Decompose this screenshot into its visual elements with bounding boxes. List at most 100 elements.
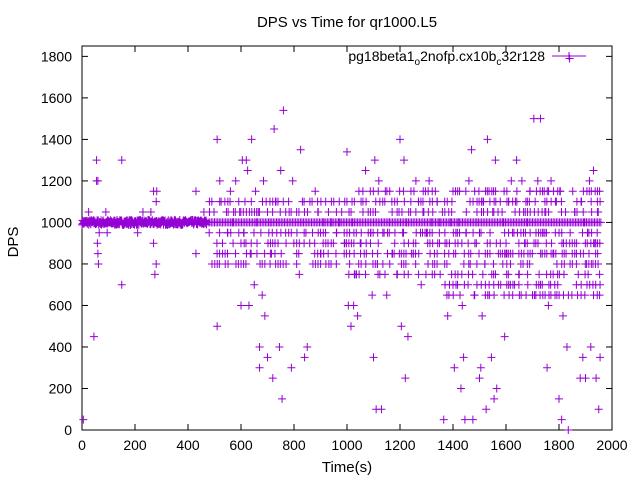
data-point bbox=[251, 187, 260, 196]
data-point bbox=[279, 106, 288, 115]
data-point bbox=[349, 301, 358, 310]
data-point bbox=[593, 249, 602, 258]
data-point bbox=[404, 270, 413, 279]
data-point bbox=[319, 218, 328, 227]
data-point bbox=[94, 259, 103, 268]
data-point bbox=[252, 249, 261, 258]
data-point bbox=[574, 270, 583, 279]
data-point bbox=[512, 197, 521, 206]
data-point bbox=[435, 218, 444, 227]
data-point bbox=[441, 239, 450, 248]
y-tick-label: 200 bbox=[49, 380, 73, 396]
data-point bbox=[595, 270, 604, 279]
data-point bbox=[250, 280, 259, 289]
data-point bbox=[491, 156, 500, 165]
data-point bbox=[224, 259, 233, 268]
data-point bbox=[296, 145, 305, 154]
data-point bbox=[449, 280, 457, 289]
data-point bbox=[300, 353, 309, 362]
data-point bbox=[209, 208, 218, 217]
data-point bbox=[506, 259, 515, 268]
data-point bbox=[373, 259, 382, 268]
data-point bbox=[366, 239, 375, 248]
data-point bbox=[499, 218, 508, 227]
data-point bbox=[364, 208, 373, 217]
data-point bbox=[596, 280, 605, 289]
x-tick-label: 1400 bbox=[437, 437, 468, 453]
data-point bbox=[539, 228, 548, 237]
data-point bbox=[431, 187, 440, 196]
data-point bbox=[515, 270, 524, 279]
data-point bbox=[361, 259, 370, 268]
data-point bbox=[419, 208, 428, 217]
data-point bbox=[425, 176, 434, 185]
x-tick-label: 2000 bbox=[596, 437, 627, 453]
data-point bbox=[443, 311, 452, 320]
data-point bbox=[205, 228, 214, 237]
data-point bbox=[242, 156, 251, 165]
data-point bbox=[525, 259, 534, 268]
data-point bbox=[541, 208, 550, 217]
data-point bbox=[352, 228, 361, 237]
data-point bbox=[234, 259, 243, 268]
data-point bbox=[462, 208, 471, 217]
data-point bbox=[275, 342, 284, 351]
data-point bbox=[568, 239, 577, 248]
data-point bbox=[288, 176, 297, 185]
data-point bbox=[362, 197, 371, 206]
data-point bbox=[479, 197, 488, 206]
y-tick-label: 1000 bbox=[41, 214, 72, 230]
data-point bbox=[240, 197, 249, 206]
data-point bbox=[217, 197, 226, 206]
data-point bbox=[489, 259, 498, 268]
data-point bbox=[478, 311, 487, 320]
data-point bbox=[92, 156, 101, 165]
data-point bbox=[308, 228, 317, 237]
data-point bbox=[490, 291, 499, 300]
x-tick-label: 800 bbox=[282, 437, 306, 453]
data-point bbox=[450, 363, 459, 372]
data-point bbox=[189, 218, 198, 227]
data-point bbox=[268, 208, 277, 217]
data-point bbox=[235, 208, 244, 217]
data-point bbox=[287, 363, 296, 372]
data-point bbox=[368, 291, 377, 300]
legend-marker-line bbox=[552, 52, 586, 60]
data-point bbox=[79, 415, 88, 424]
data-point bbox=[385, 259, 394, 268]
data-point bbox=[229, 218, 238, 227]
data-point bbox=[380, 270, 389, 279]
data-point bbox=[549, 249, 558, 258]
data-point bbox=[237, 301, 245, 310]
data-point bbox=[117, 280, 126, 289]
data-point bbox=[213, 135, 222, 144]
data-point bbox=[397, 208, 406, 217]
data-point bbox=[446, 218, 455, 227]
data-point bbox=[226, 187, 235, 196]
data-point bbox=[207, 197, 216, 206]
data-point bbox=[533, 239, 542, 248]
data-point bbox=[502, 239, 511, 248]
y-tick-label: 800 bbox=[49, 256, 73, 272]
data-point bbox=[292, 228, 301, 237]
data-point bbox=[460, 415, 469, 424]
data-point bbox=[561, 208, 570, 217]
data-point bbox=[433, 259, 442, 268]
data-point bbox=[324, 208, 333, 217]
data-point bbox=[483, 135, 492, 144]
chart-title: DPS vs Time for qr1000.L5 bbox=[257, 14, 437, 31]
data-point bbox=[321, 228, 330, 237]
data-point bbox=[507, 176, 516, 185]
data-point bbox=[504, 197, 513, 206]
y-tick-label: 1600 bbox=[41, 90, 72, 106]
data-point bbox=[533, 176, 542, 185]
data-point bbox=[215, 228, 224, 237]
y-tick-label: 400 bbox=[49, 339, 73, 355]
data-point bbox=[459, 353, 468, 362]
x-tick-label: 1000 bbox=[331, 437, 362, 453]
plot-border bbox=[81, 45, 613, 431]
data-point bbox=[409, 187, 418, 196]
data-point bbox=[494, 208, 503, 217]
data-point bbox=[247, 135, 256, 144]
data-point bbox=[594, 259, 603, 268]
